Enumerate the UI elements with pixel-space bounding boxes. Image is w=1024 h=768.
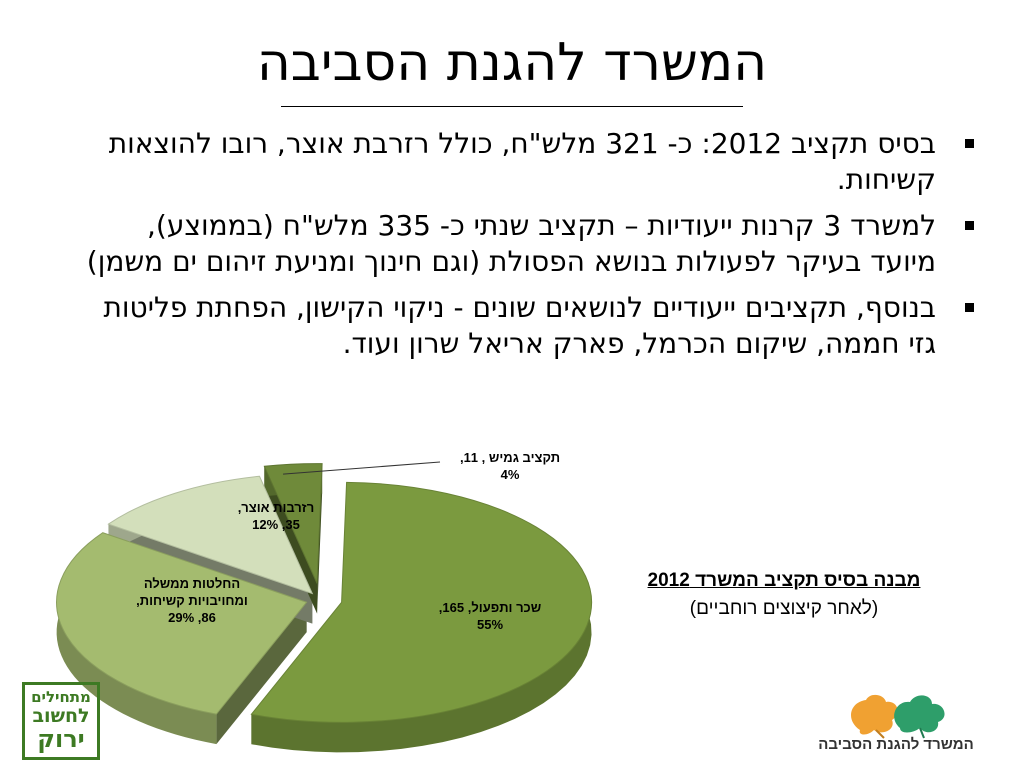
slide-title: המשרד להגנת הסביבה bbox=[256, 33, 768, 93]
pie-slice bbox=[263, 463, 323, 584]
pie-data-label: שכר ותפעול, 165, 55% bbox=[439, 600, 541, 632]
pie-data-label: החלטות ממשלה ומחויבויות קשיחות, 86, 29% bbox=[136, 576, 248, 625]
bullet-item: למשרד 3 קרנות ייעודיות – תקציב שנתי כ- 3… bbox=[78, 208, 978, 280]
title-underline bbox=[281, 106, 743, 107]
logo-line: מתחילים bbox=[31, 688, 91, 706]
leaves-logo-icon bbox=[851, 694, 945, 739]
pie-slice bbox=[56, 532, 308, 715]
bullet-item: בנוסף, תקציבים ייעודיים לנושאים שונים - … bbox=[78, 290, 978, 362]
pie-slice bbox=[107, 475, 314, 595]
ministry-logo: המשרד להגנת הסביבה bbox=[796, 690, 996, 762]
square-bullet-icon bbox=[965, 221, 974, 230]
budget-pie-chart: שכר ותפעול, 165, 55% החלטות ממשלה ומחויבויו… bbox=[56, 450, 593, 753]
square-bullet-icon bbox=[965, 139, 974, 148]
bullet-text: בנוסף, תקציבים ייעודיים לנושאים שונים - … bbox=[103, 291, 937, 360]
green-campaign-logo: מתחילים לחשוב ירוק bbox=[22, 682, 100, 760]
pie-slice-side bbox=[216, 602, 307, 745]
pie-data-label: רזרבות אוצר, 35, 12% bbox=[238, 500, 315, 532]
pie-slice-rim bbox=[56, 532, 217, 745]
bullet-text: למשרד 3 קרנות ייעודיות – תקציב שנתי כ- 3… bbox=[86, 209, 936, 278]
logo-line: ירוק bbox=[37, 725, 85, 753]
chart-caption: מבנה בסיס תקציב המשרד 2012 (לאחר קיצוצים… bbox=[604, 570, 964, 620]
pie-slice bbox=[250, 481, 593, 723]
bullet-text: בסיס תקציב 2012: כ- 321 מלש"ח, כולל רזרב… bbox=[108, 127, 936, 196]
pie-slice-rim bbox=[251, 482, 592, 753]
square-bullet-icon bbox=[965, 303, 974, 312]
bullet-item: בסיס תקציב 2012: כ- 321 מלש"ח, כולל רזרב… bbox=[78, 126, 978, 198]
caption-title: מבנה בסיס תקציב המשרד 2012 bbox=[647, 570, 921, 591]
logo-line: לחשוב bbox=[32, 705, 90, 727]
label-leader-line bbox=[283, 461, 441, 475]
bullet-list: בסיס תקציב 2012: כ- 321 מלש"ח, כולל רזרב… bbox=[78, 126, 978, 372]
pie-data-label: תקציב גמיש , 11, 4% bbox=[460, 450, 560, 482]
caption-subtitle: (לאחר קיצוצים רוחביים) bbox=[689, 598, 879, 619]
ministry-name: המשרד להגנת הסביבה bbox=[818, 736, 974, 753]
